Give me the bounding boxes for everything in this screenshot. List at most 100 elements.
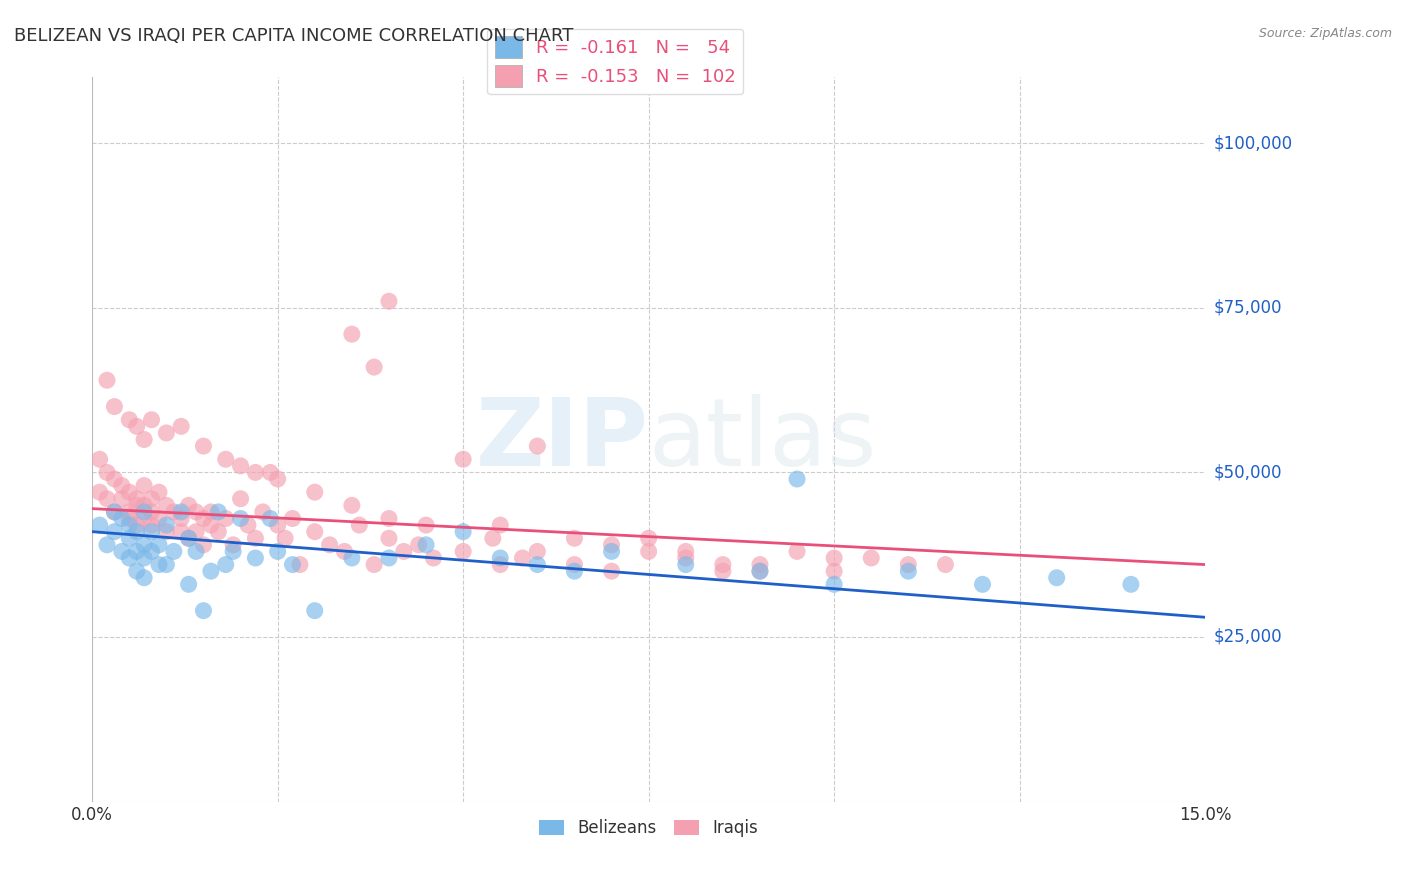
Point xyxy=(245,466,267,480)
Point xyxy=(118,485,141,500)
Point xyxy=(1046,571,1069,585)
Point xyxy=(823,564,845,578)
Point xyxy=(132,505,155,519)
Point xyxy=(155,518,177,533)
Point xyxy=(125,419,148,434)
Point xyxy=(392,544,415,558)
Point xyxy=(860,551,883,566)
Point xyxy=(125,518,148,533)
Point xyxy=(111,491,134,506)
Point xyxy=(245,551,267,566)
Point xyxy=(229,511,252,525)
Text: Source: ZipAtlas.com: Source: ZipAtlas.com xyxy=(1258,27,1392,40)
Point xyxy=(749,558,772,572)
Point xyxy=(118,511,141,525)
Point xyxy=(600,538,623,552)
Point xyxy=(155,524,177,539)
Point xyxy=(170,419,193,434)
Point xyxy=(1119,577,1142,591)
Point xyxy=(111,544,134,558)
Point xyxy=(564,531,586,545)
Point xyxy=(333,544,356,558)
Point xyxy=(184,505,207,519)
Point xyxy=(378,294,401,309)
Point xyxy=(118,551,141,566)
Point xyxy=(170,524,193,539)
Point xyxy=(340,499,363,513)
Text: $50,000: $50,000 xyxy=(1213,464,1282,482)
Point xyxy=(177,531,200,545)
Point xyxy=(451,524,474,539)
Point xyxy=(141,544,163,558)
Point xyxy=(711,564,734,578)
Point xyxy=(229,458,252,473)
Point xyxy=(141,491,163,506)
Point xyxy=(148,485,170,500)
Point xyxy=(132,478,155,492)
Point xyxy=(125,544,148,558)
Point xyxy=(193,604,215,618)
Point xyxy=(972,577,994,591)
Point xyxy=(526,544,548,558)
Text: $75,000: $75,000 xyxy=(1213,299,1282,317)
Point xyxy=(711,558,734,572)
Point xyxy=(378,531,401,545)
Point xyxy=(170,505,193,519)
Point xyxy=(675,544,697,558)
Point xyxy=(489,518,512,533)
Point xyxy=(89,485,111,500)
Point xyxy=(281,558,304,572)
Text: $25,000: $25,000 xyxy=(1213,628,1282,646)
Point xyxy=(252,505,274,519)
Point xyxy=(148,538,170,552)
Point xyxy=(675,551,697,566)
Point xyxy=(489,558,512,572)
Point xyxy=(118,505,141,519)
Point xyxy=(415,538,437,552)
Point xyxy=(89,518,111,533)
Point xyxy=(125,564,148,578)
Point xyxy=(897,564,920,578)
Point xyxy=(512,551,534,566)
Point xyxy=(118,531,141,545)
Point xyxy=(125,499,148,513)
Point xyxy=(564,558,586,572)
Point xyxy=(148,511,170,525)
Point xyxy=(111,511,134,525)
Point xyxy=(193,538,215,552)
Point xyxy=(340,327,363,342)
Text: BELIZEAN VS IRAQI PER CAPITA INCOME CORRELATION CHART: BELIZEAN VS IRAQI PER CAPITA INCOME CORR… xyxy=(14,27,574,45)
Point xyxy=(163,505,186,519)
Point xyxy=(132,538,155,552)
Point xyxy=(215,558,238,572)
Point xyxy=(148,558,170,572)
Point xyxy=(259,466,281,480)
Point xyxy=(155,499,177,513)
Point xyxy=(89,452,111,467)
Point xyxy=(259,511,281,525)
Point xyxy=(222,538,245,552)
Point xyxy=(749,564,772,578)
Point xyxy=(103,505,125,519)
Point xyxy=(200,564,222,578)
Point xyxy=(288,558,311,572)
Point xyxy=(184,524,207,539)
Point xyxy=(118,413,141,427)
Text: ZIP: ZIP xyxy=(475,393,648,485)
Point xyxy=(96,373,118,387)
Point xyxy=(489,551,512,566)
Point xyxy=(823,577,845,591)
Point xyxy=(215,511,238,525)
Point xyxy=(125,524,148,539)
Point xyxy=(749,564,772,578)
Point xyxy=(132,511,155,525)
Point xyxy=(141,505,163,519)
Point xyxy=(132,551,155,566)
Point xyxy=(200,505,222,519)
Point xyxy=(637,544,659,558)
Point xyxy=(103,400,125,414)
Point xyxy=(141,524,163,539)
Point xyxy=(304,604,326,618)
Point xyxy=(378,511,401,525)
Point xyxy=(600,564,623,578)
